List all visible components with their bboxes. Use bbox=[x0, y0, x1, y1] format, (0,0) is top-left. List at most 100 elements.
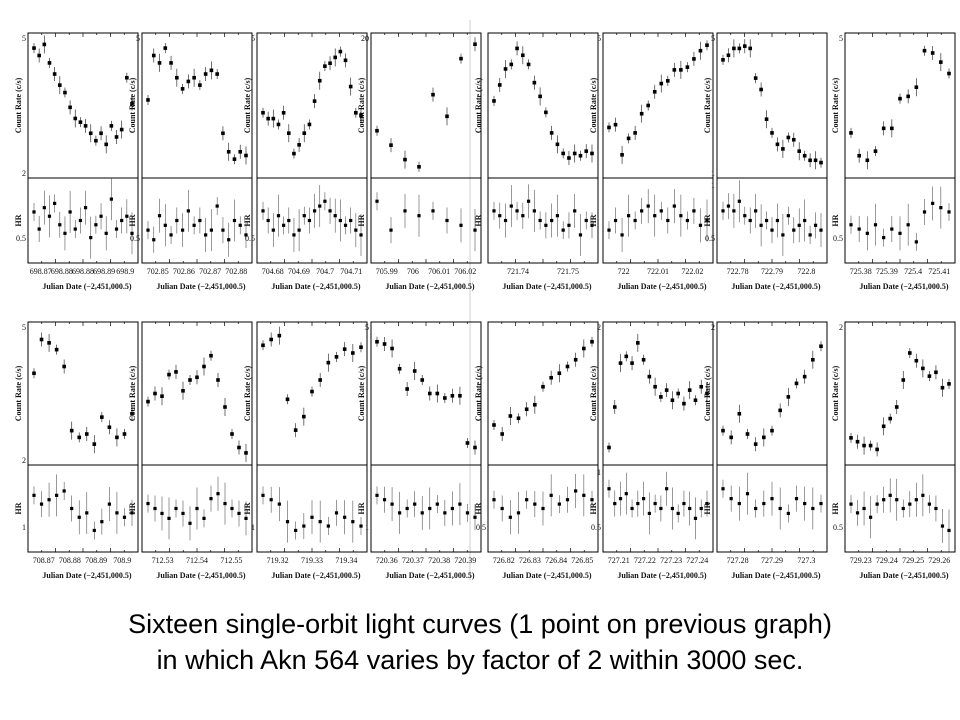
panel-10: 712.53 712.54 712.55 Julian Date (−2,451,00… bbox=[128, 321, 253, 580]
hr-point bbox=[458, 502, 462, 506]
rate-point bbox=[786, 135, 791, 140]
hr-point bbox=[55, 493, 59, 497]
hr-point bbox=[382, 498, 387, 502]
rate-point bbox=[762, 435, 766, 440]
hr-point bbox=[729, 497, 733, 501]
x-axis-label: Julian Date (−2,451,000.5) bbox=[859, 282, 949, 291]
rate-point bbox=[940, 385, 945, 390]
hr-point bbox=[58, 223, 62, 227]
x-tick-label: 705.99 bbox=[376, 267, 398, 276]
x-tick-label: 706.02 bbox=[454, 267, 476, 276]
x-tick-label: 727.24 bbox=[686, 556, 708, 565]
x-tick-label: 721.74 bbox=[507, 267, 529, 276]
rate-point bbox=[42, 42, 47, 47]
rate-point bbox=[47, 61, 52, 65]
hr-tick-label: 0.5 bbox=[245, 234, 255, 243]
rate-point bbox=[705, 43, 709, 48]
rate-point bbox=[641, 357, 646, 362]
x-tick-label: 725.4 bbox=[904, 267, 922, 276]
x-tick-label: 719.33 bbox=[301, 556, 323, 565]
rate-point bbox=[389, 143, 393, 147]
x-axis-label: Julian Date (−2,451,000.5) bbox=[859, 571, 949, 580]
rate-point bbox=[533, 402, 537, 407]
hr-point bbox=[574, 489, 578, 493]
count-rate-axis-label: Count Rate (c/s) bbox=[14, 77, 23, 133]
count-rate-frame bbox=[487, 321, 599, 466]
count-rate-axis-label: Count Rate (c/s) bbox=[703, 77, 712, 133]
hr-frame bbox=[370, 177, 482, 264]
rate-point bbox=[307, 122, 312, 127]
rate-point bbox=[775, 142, 780, 147]
rate-point bbox=[786, 395, 791, 399]
count-rate-frame bbox=[256, 32, 368, 179]
rate-point bbox=[759, 87, 763, 92]
hr-point bbox=[573, 209, 577, 213]
rate-point bbox=[705, 391, 709, 396]
hr-point bbox=[398, 511, 402, 515]
rate-point bbox=[354, 110, 358, 115]
rate-point bbox=[445, 114, 449, 119]
x-tick-label: 726.83 bbox=[519, 556, 541, 565]
rate-point bbox=[647, 374, 652, 379]
hr-point bbox=[705, 218, 709, 223]
rate-point bbox=[770, 131, 774, 135]
x-tick-label: 722.01 bbox=[647, 267, 669, 276]
hr-point bbox=[62, 489, 66, 493]
hr-point bbox=[230, 506, 234, 511]
hr-point bbox=[302, 214, 306, 218]
hr-point bbox=[873, 223, 878, 227]
count-rate-axis-label: Count Rate (c/s) bbox=[703, 365, 712, 421]
rate-point bbox=[281, 110, 286, 115]
hr-point bbox=[914, 240, 918, 244]
hr-point bbox=[130, 511, 134, 515]
hr-point bbox=[204, 233, 208, 237]
rate-point bbox=[509, 62, 514, 67]
hr-point bbox=[888, 493, 892, 497]
count-rate-axis-label: Count Rate (c/s) bbox=[589, 365, 598, 421]
x-tick-label: 712.54 bbox=[186, 556, 208, 565]
rate-tick-label: 5 bbox=[839, 34, 843, 43]
hr-point bbox=[343, 223, 348, 227]
rate-tick-label: 5 bbox=[711, 34, 715, 43]
rate-point bbox=[770, 428, 774, 433]
rate-point bbox=[359, 113, 363, 118]
x-tick-label: 708.88 bbox=[59, 556, 81, 565]
hr-point bbox=[403, 209, 407, 213]
rate-point bbox=[382, 342, 387, 346]
rate-point bbox=[922, 48, 927, 53]
rate-point bbox=[209, 68, 214, 73]
hr-point bbox=[732, 209, 736, 213]
rate-point bbox=[146, 98, 150, 102]
rate-point bbox=[687, 388, 692, 392]
rate-point bbox=[181, 389, 185, 393]
hr-point bbox=[37, 227, 41, 231]
hr-point bbox=[445, 218, 449, 223]
hr-point bbox=[618, 497, 623, 501]
hr-point bbox=[665, 487, 669, 491]
rate-point bbox=[791, 137, 796, 142]
rate-point bbox=[244, 153, 248, 158]
rate-point bbox=[572, 151, 577, 156]
count-rate-axis-label: Count Rate (c/s) bbox=[128, 77, 137, 133]
rate-point bbox=[692, 57, 696, 61]
hr-point bbox=[99, 214, 103, 218]
rate-point bbox=[151, 53, 156, 58]
hr-point bbox=[417, 214, 421, 218]
hr-point bbox=[174, 506, 178, 511]
rate-point bbox=[420, 378, 425, 382]
rate-point bbox=[99, 131, 103, 136]
rate-point bbox=[119, 127, 124, 132]
rate-point bbox=[92, 442, 97, 446]
rate-point bbox=[375, 339, 379, 344]
x-tick-label: 702.85 bbox=[147, 267, 169, 276]
x-axis-label: Julian Date (−2,451,000.5) bbox=[385, 571, 475, 580]
hr-point bbox=[375, 493, 379, 497]
rate-point bbox=[764, 117, 769, 121]
hr-point bbox=[646, 204, 650, 208]
rate-point bbox=[293, 428, 298, 432]
hr-point bbox=[882, 498, 886, 502]
x-tick-label: 729.23 bbox=[850, 556, 872, 565]
hr-point bbox=[198, 218, 202, 223]
rate-point bbox=[32, 371, 36, 376]
x-tick-label: 712.55 bbox=[220, 556, 242, 565]
